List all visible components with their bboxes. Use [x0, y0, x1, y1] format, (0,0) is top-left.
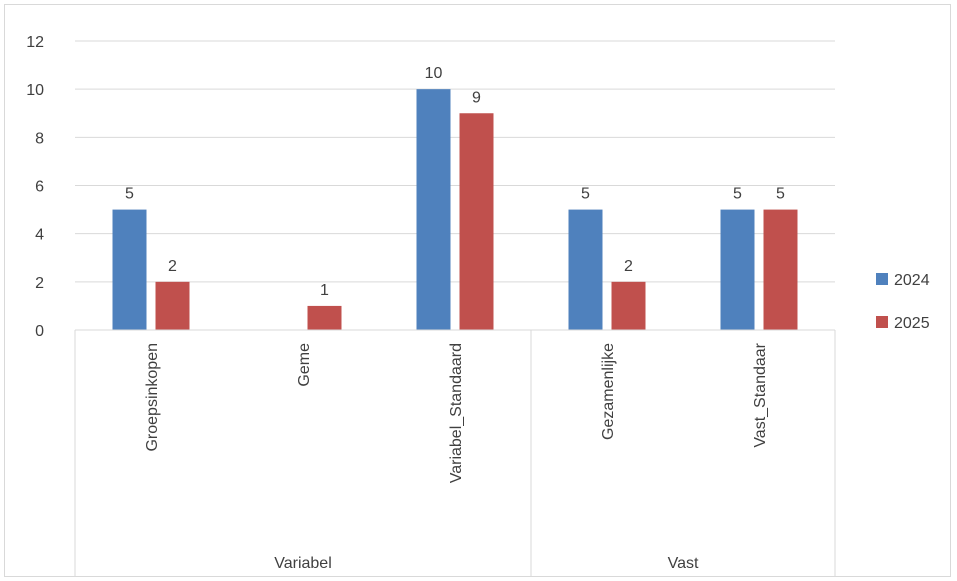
y-tick-label: 0 — [35, 323, 44, 340]
legend-swatch — [876, 273, 888, 285]
bar — [459, 113, 494, 330]
y-axis-tick-labels: 0 2 4 6 8 10 12 — [26, 34, 44, 340]
y-tick-label: 2 — [35, 275, 44, 292]
y-tick-label: 6 — [35, 179, 44, 196]
bar — [611, 281, 646, 330]
bar — [720, 209, 755, 330]
data-label: 1 — [320, 282, 329, 299]
x-group-label: Variabel — [274, 555, 332, 572]
legend: 2024 2025 — [876, 272, 930, 332]
x-category-label: Gezamenlijke — [600, 343, 617, 440]
data-label: 5 — [581, 186, 590, 203]
bar — [307, 305, 342, 330]
data-label: 2 — [624, 258, 633, 275]
x-category-label: Vast_Standaar — [752, 342, 769, 447]
y-tick-label: 4 — [35, 227, 44, 244]
data-label: 5 — [776, 186, 785, 203]
bar — [112, 209, 147, 330]
data-label: 10 — [425, 65, 443, 82]
x-axis: Groepsinkopen Geme Variabel_Standaard Gezam… — [74, 329, 836, 577]
data-label: 2 — [168, 258, 177, 275]
data-label: 5 — [125, 186, 134, 203]
bar — [416, 89, 451, 331]
data-labels: 5 2 1 10 9 5 2 5 5 — [125, 65, 785, 299]
bar — [568, 209, 603, 330]
x-category-label: Variabel_Standaard — [448, 343, 465, 483]
legend-label: 2025 — [894, 315, 930, 332]
bar — [155, 281, 190, 330]
y-tick-label: 8 — [35, 130, 44, 147]
x-category-label: Groepsinkopen — [144, 343, 161, 452]
data-label: 5 — [733, 186, 742, 203]
legend-swatch — [876, 316, 888, 328]
x-category-label: Geme — [296, 343, 313, 387]
legend-label: 2024 — [894, 272, 930, 289]
x-group-label: Vast — [668, 555, 699, 572]
data-label: 9 — [472, 89, 481, 106]
bars — [112, 89, 798, 331]
y-tick-label: 10 — [26, 82, 44, 99]
bar — [763, 209, 798, 330]
y-tick-label: 12 — [26, 34, 44, 51]
